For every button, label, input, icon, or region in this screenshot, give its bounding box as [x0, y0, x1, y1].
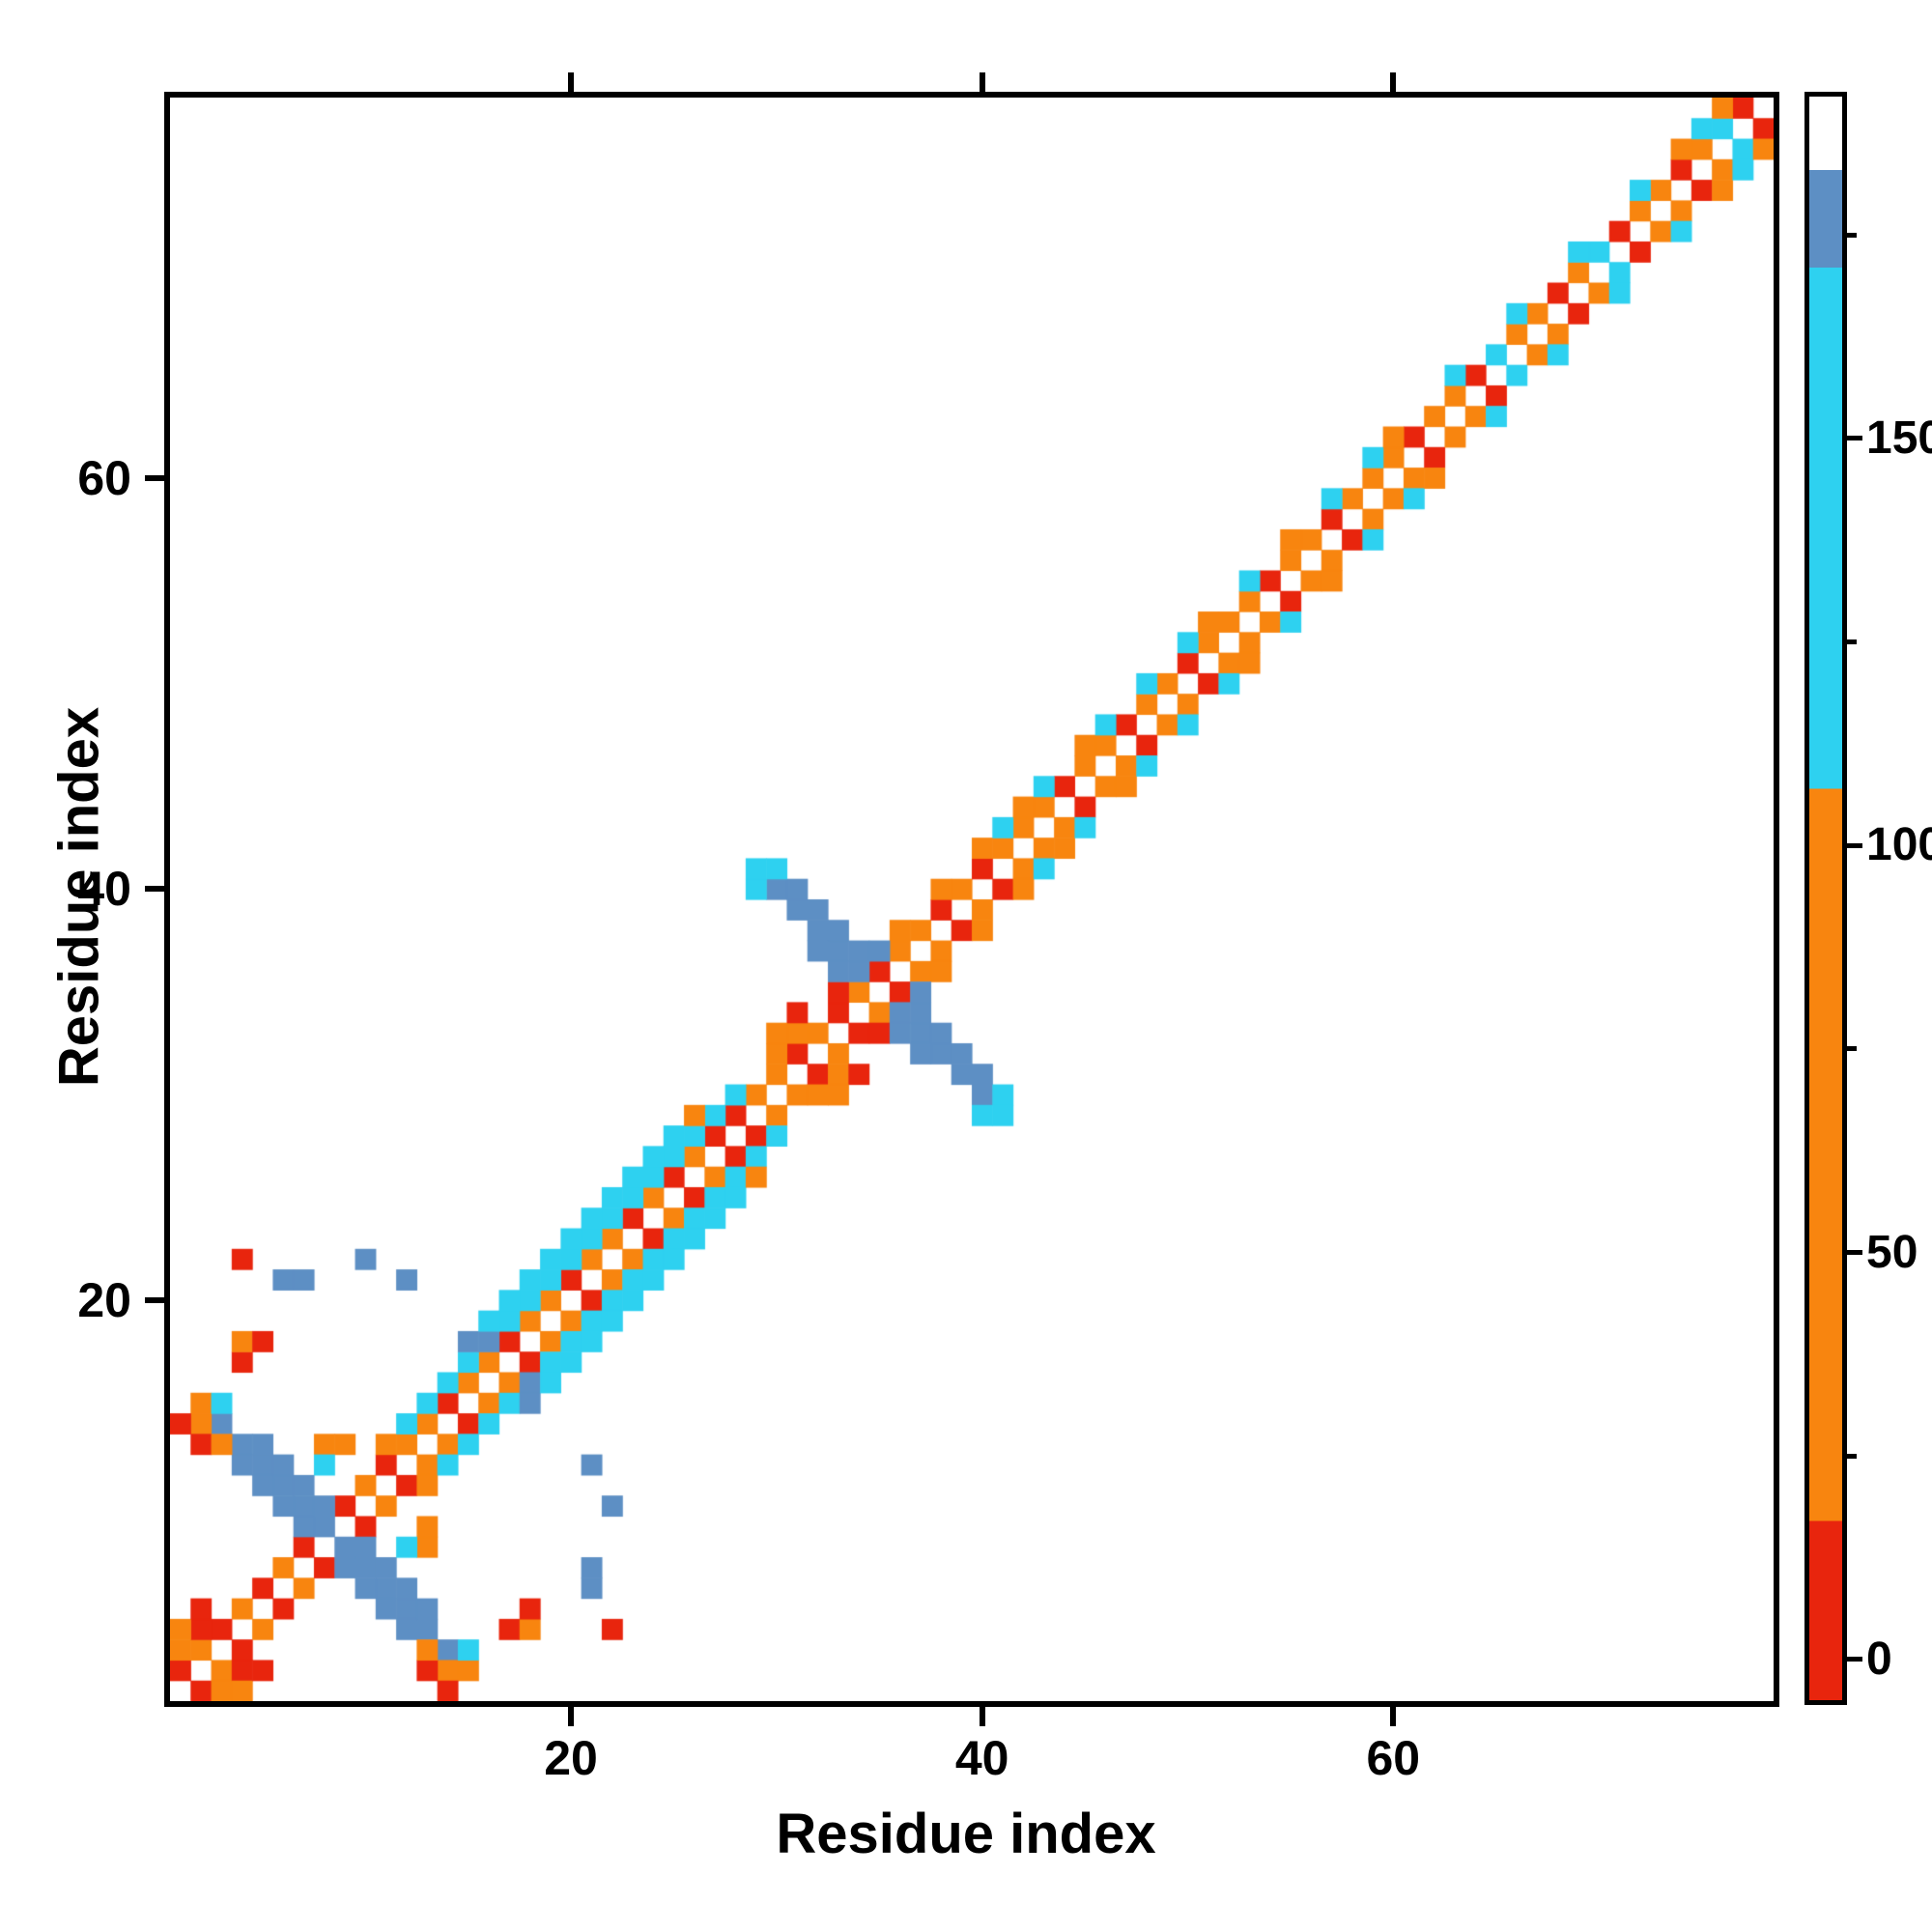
x-tick-label: 20: [544, 1731, 598, 1785]
y-tick-label: 60: [77, 450, 131, 505]
colorbar-minor-tick: [1847, 1046, 1857, 1052]
colorbar-tick-mark: [1847, 436, 1862, 441]
y-tick-mark: [145, 474, 164, 481]
x-tick-mark-top: [568, 72, 574, 92]
colorbar-minor-tick: [1847, 232, 1857, 238]
plot-area: [164, 92, 1779, 1707]
colorbar-tick-mark: [1847, 1657, 1862, 1662]
colorbar-tick-label: 100: [1866, 819, 1932, 871]
colorbar-tick-mark: [1847, 1250, 1862, 1256]
colorbar-tick-label: 0: [1866, 1633, 1892, 1685]
colorbar-minor-tick: [1847, 639, 1857, 645]
y-axis-label: Residue index: [47, 706, 111, 1088]
x-tick-mark-top: [979, 72, 985, 92]
y-tick-mark: [145, 1297, 164, 1303]
colorbar-minor-tick: [1847, 1453, 1857, 1459]
y-tick-mark: [145, 886, 164, 893]
x-tick-label: 40: [954, 1731, 1009, 1785]
colorbar: [1804, 92, 1847, 1705]
x-tick-mark-top: [1390, 72, 1397, 92]
x-axis-label: Residue index: [776, 1803, 1156, 1865]
colorbar-gradient: [1809, 97, 1842, 1700]
colorbar-tick-label: 150: [1866, 412, 1932, 464]
y-tick-label: 40: [77, 862, 131, 917]
x-tick-mark: [979, 1707, 985, 1726]
colorbar-tick-label: 50: [1866, 1226, 1918, 1278]
y-tick-label: 20: [77, 1273, 131, 1327]
colorbar-tick-mark: [1847, 842, 1862, 848]
x-tick-label: 60: [1366, 1731, 1421, 1785]
x-tick-mark: [568, 1707, 574, 1726]
contact-map-canvas: [170, 98, 1774, 1701]
x-tick-mark: [1390, 1707, 1397, 1726]
